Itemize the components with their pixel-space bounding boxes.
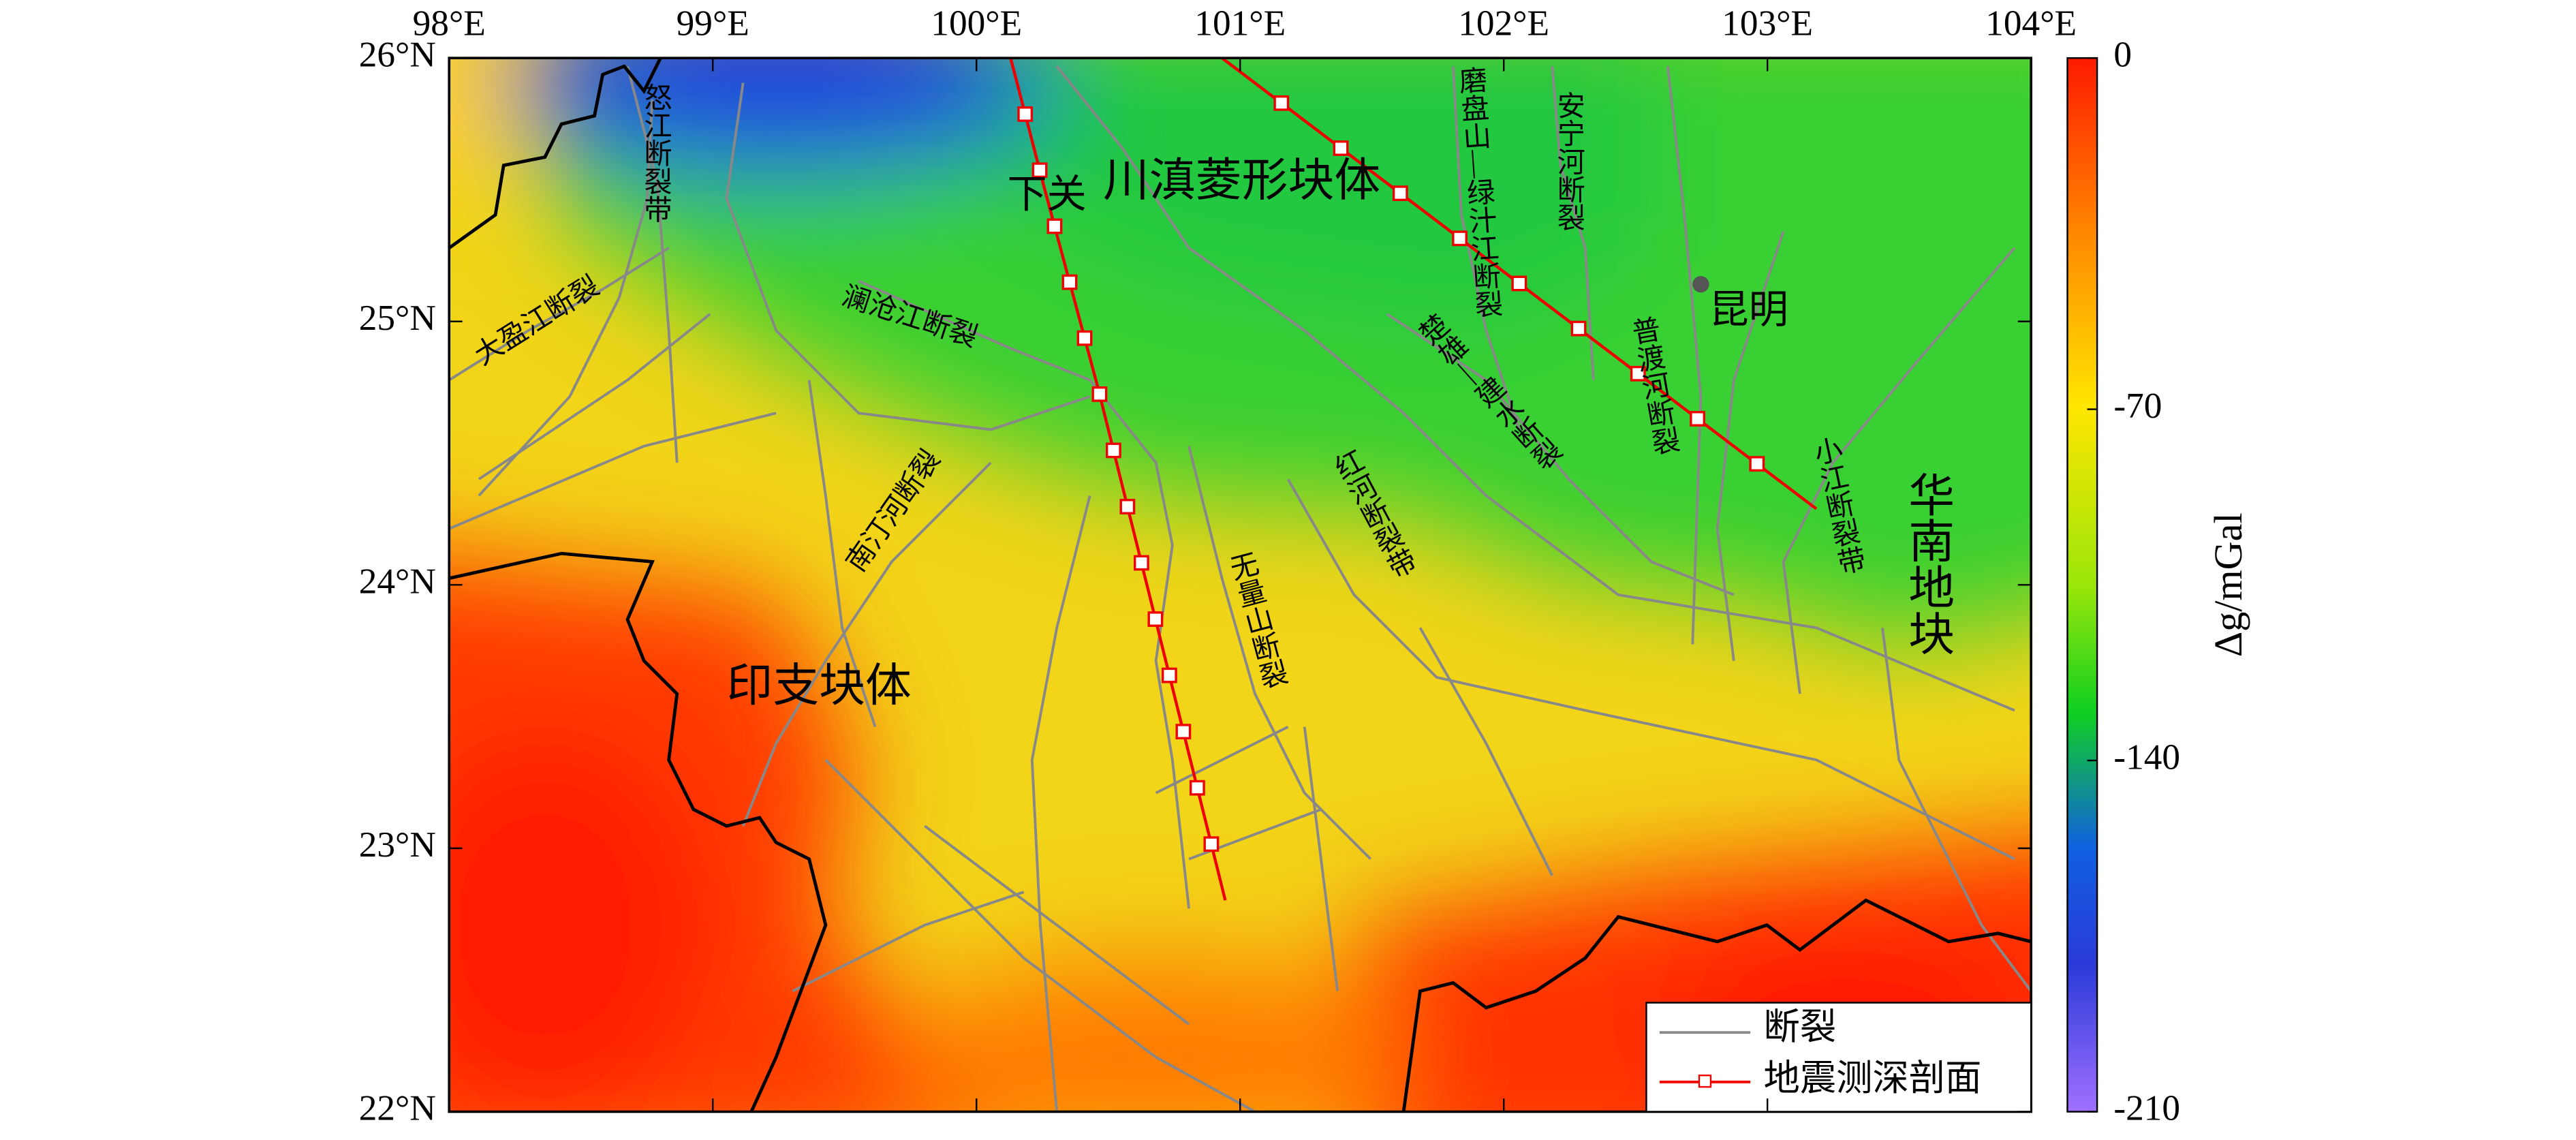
lon-label: 102°E [1458, 2, 1549, 43]
profile-marker [1091, 386, 1108, 402]
profile-marker [1076, 330, 1093, 346]
lon-label: 99°E [677, 2, 749, 43]
profile-marker [1061, 274, 1078, 290]
map-label: 川滇菱形块体 [1103, 155, 1380, 206]
lat-label: 24°N [359, 561, 436, 602]
lat-label: 22°N [359, 1088, 436, 1128]
profiles [1009, 57, 1818, 901]
city-dot [1692, 276, 1709, 293]
legend-label: 断裂 [1764, 1006, 1837, 1047]
map-label: 昆明 [1709, 288, 1788, 332]
profile-marker [1175, 724, 1192, 740]
profile-marker [1046, 218, 1063, 234]
lon-label: 101°E [1194, 2, 1286, 43]
profile-marker [1017, 106, 1034, 122]
borders [449, 58, 2032, 1112]
map-label: 印支块体 [726, 660, 911, 711]
colorbar-tick-label: -140 [2113, 736, 2180, 777]
legend-box [1645, 1002, 2032, 1113]
lon-label: 100°E [931, 2, 1022, 43]
profile-marker [1452, 230, 1468, 247]
profile-marker [1119, 499, 1136, 514]
profile-marker [1031, 162, 1048, 179]
profile-marker [1333, 140, 1349, 156]
map-label: 下关 [1007, 172, 1086, 217]
profile-marker [1570, 320, 1587, 337]
profile-marker [1105, 442, 1121, 459]
colorbar-tick-label: 0 [2113, 33, 2132, 74]
lat-label: 25°N [359, 297, 436, 338]
profile-marker [1147, 611, 1164, 627]
profile-marker [1392, 185, 1408, 202]
legend-label: 地震测深剖面 [1764, 1058, 1982, 1098]
profile-marker [1273, 95, 1290, 111]
faults [449, 65, 2032, 1112]
map-label: 怒江断裂带 [640, 83, 672, 224]
colorbar-tick-label: -210 [2113, 1088, 2180, 1128]
profile-marker [1162, 667, 1177, 683]
profile-marker [1203, 836, 1220, 852]
colorbar-label: Δg/mGal [2206, 512, 2250, 657]
lat-label: 26°N [359, 33, 436, 74]
profile-marker [1190, 780, 1205, 796]
gravity-field [449, 58, 2032, 1112]
colorbar [2066, 57, 2098, 1113]
profile-marker [1630, 365, 1646, 382]
map-label: 华南地块 [1902, 471, 1953, 656]
lat-label: 23°N [359, 824, 436, 865]
profile-marker [1749, 456, 1765, 472]
map-label: 安宁河断裂 [1553, 91, 1585, 232]
lon-label: 98°E [413, 2, 486, 43]
lon-label: 103°E [1722, 2, 1813, 43]
profile-marker [1690, 411, 1705, 427]
lon-label: 104°E [1985, 2, 2077, 43]
legend-profile-marker [1698, 1074, 1712, 1088]
profile-marker [1134, 555, 1149, 571]
profile-marker [1511, 275, 1527, 292]
colorbar-tick-label: -70 [2113, 385, 2162, 426]
